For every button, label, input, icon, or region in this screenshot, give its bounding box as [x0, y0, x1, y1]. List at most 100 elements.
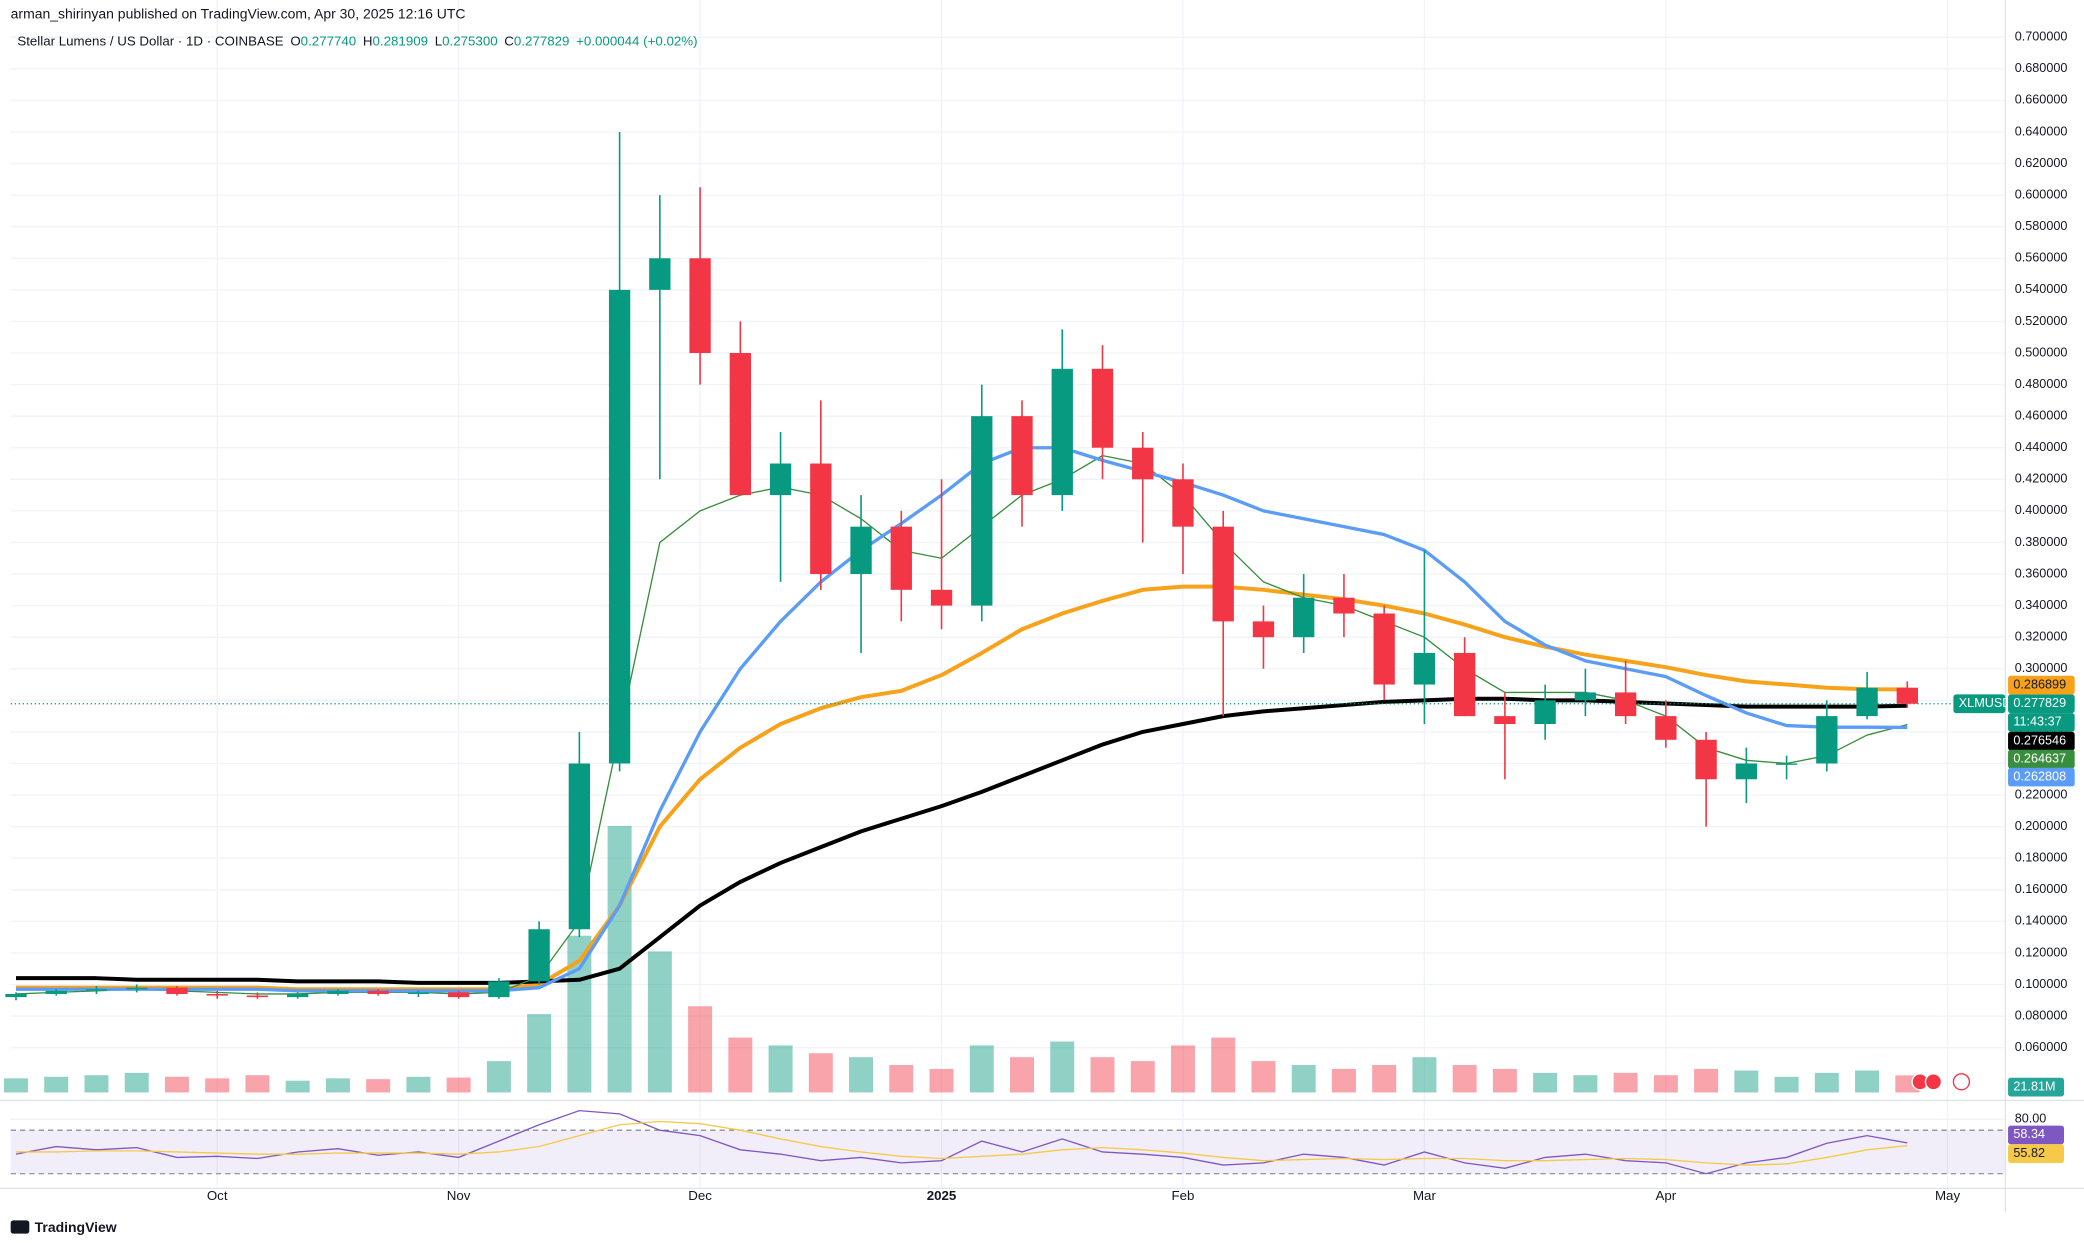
price-label-bg [2008, 767, 2075, 787]
candle-body [1051, 368, 1073, 496]
volume-bar [325, 1078, 350, 1093]
rsi-line [15, 1120, 1908, 1166]
candle-body [287, 993, 309, 998]
candle-body [1614, 692, 1637, 717]
flag-icon [1924, 1073, 1943, 1091]
volume-bar [1412, 1057, 1437, 1093]
y-tick-label: 0.640000 [2015, 124, 2068, 138]
y-tick-label: 0.580000 [2015, 219, 2068, 233]
volume-bar [1211, 1037, 1236, 1093]
candle-body [810, 463, 832, 575]
volume-bar [1573, 1075, 1598, 1093]
price-label: 58.34 [2013, 1127, 2045, 1141]
x-tick-label: Apr [1656, 1188, 1677, 1203]
y-tick-label: 0.360000 [2015, 566, 2068, 580]
symbol-legend: Stellar Lumens / US Dollar · 1D · COINBA… [17, 33, 697, 48]
volume-bar [607, 826, 632, 1093]
price-label-bg [2008, 749, 2075, 769]
volume-bar [1694, 1068, 1719, 1093]
axes: 0.060000 0.080000 0.100000 0.120000 0.140000… [0, 0, 2084, 1213]
y-tick-label: 0.680000 [2015, 61, 2068, 75]
y-tick-label: 0.620000 [2015, 156, 2068, 170]
rsi-pane [10, 1109, 2006, 1175]
candle-body [246, 995, 269, 998]
candle-body [1132, 447, 1154, 480]
y-tick-label: 0.560000 [2015, 251, 2068, 265]
symbol: Stellar Lumens / US Dollar · 1D · COINBA… [17, 33, 283, 48]
logo [10, 1220, 30, 1234]
flag-icon [1952, 1073, 1971, 1091]
volume-bar [1251, 1061, 1276, 1093]
candle-body [1454, 652, 1476, 717]
x-tick-label: Nov [447, 1188, 471, 1203]
volume-bar [164, 1076, 189, 1093]
candle-body [1896, 687, 1918, 704]
candle-body [649, 258, 671, 290]
y-tick-label: 0.200000 [2015, 819, 2068, 833]
volume-bar [44, 1076, 69, 1093]
price-label-bg [2008, 694, 2075, 714]
volume-bar [889, 1065, 914, 1093]
volume-bar [1492, 1068, 1517, 1093]
y-tick-label: 0.220000 [2015, 787, 2068, 801]
candle-body [689, 258, 711, 354]
candle-body [1413, 652, 1436, 685]
x-tick-label: Oct [207, 1188, 228, 1203]
y-tick-label: 0.400000 [2015, 503, 2068, 517]
volume-bar [1291, 1065, 1316, 1093]
brand: TradingView [35, 1219, 117, 1235]
volume-bar [3, 1078, 28, 1093]
volume-bar [567, 935, 592, 1093]
volume-bar [728, 1037, 753, 1093]
ohlc-value: 0.281909 [373, 33, 429, 48]
volume-bar [768, 1045, 793, 1093]
candle-body [126, 987, 148, 990]
ohlc-key: H [363, 33, 373, 48]
candle-body [45, 990, 67, 994]
candle-body [930, 589, 953, 606]
candle-body [1252, 621, 1275, 638]
candle-body [608, 289, 631, 764]
candle-body [1534, 700, 1556, 725]
candle-body [1172, 479, 1194, 527]
candle-body [568, 763, 591, 930]
candle-body [447, 992, 470, 998]
volume-bar [205, 1078, 230, 1093]
volume-bar [1533, 1072, 1558, 1093]
volume-bar [1855, 1070, 1880, 1093]
price-label-bg [2008, 1144, 2065, 1163]
price-label: 0.276546 [2013, 733, 2066, 747]
candle-body [206, 993, 228, 996]
volume-bar [1774, 1076, 1799, 1093]
price-label: 21.81M [2013, 1079, 2055, 1093]
candle-body [488, 981, 510, 998]
x-tick-label: Mar [1413, 1188, 1436, 1203]
candle-body [1212, 526, 1234, 622]
volume-bar [366, 1079, 391, 1093]
ohlc-key: L [435, 33, 442, 48]
y-tick-label: 0.160000 [2015, 882, 2068, 896]
y-tick-label: 0.700000 [2015, 30, 2068, 44]
volume-bar [1050, 1041, 1075, 1093]
volume-bar [84, 1075, 109, 1093]
y-tick-label: 0.140000 [2015, 914, 2068, 928]
volume-bar [647, 951, 672, 1093]
candle-body [1293, 597, 1315, 638]
y-tick-label: 0.300000 [2015, 661, 2068, 675]
price-label-bg [2008, 675, 2075, 695]
volume-bar [969, 1045, 994, 1093]
y-tick-label: 0.520000 [2015, 314, 2068, 328]
y-tick-label: 0.060000 [2015, 1040, 2068, 1054]
candle-body [407, 992, 430, 994]
volume-bar [929, 1068, 954, 1093]
y-tick-label: 0.340000 [2015, 598, 2068, 612]
ma-line [15, 696, 1908, 985]
candle-body [1574, 692, 1597, 701]
volume-bar [1372, 1065, 1397, 1093]
volume-bar [1734, 1070, 1759, 1093]
volume-bar [1653, 1075, 1678, 1093]
y-tick-label: 0.440000 [2015, 440, 2068, 454]
candle-body [166, 987, 188, 994]
price-label: 0.262808 [2013, 769, 2066, 783]
y-tick-label: 0.500000 [2015, 345, 2068, 359]
